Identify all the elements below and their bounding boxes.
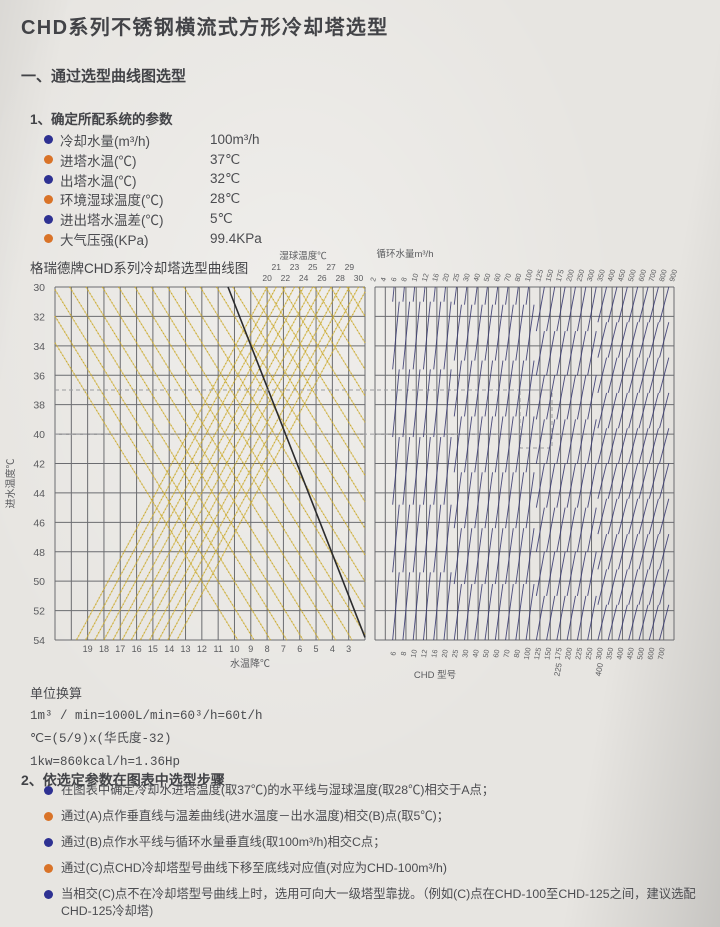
svg-text:30: 30 — [33, 282, 45, 294]
svg-text:36: 36 — [33, 370, 45, 382]
svg-text:10: 10 — [229, 644, 239, 654]
svg-text:250: 250 — [584, 647, 595, 661]
svg-text:300: 300 — [594, 647, 605, 661]
svg-text:44: 44 — [33, 488, 45, 500]
svg-text:30: 30 — [461, 272, 472, 282]
svg-text:10: 10 — [409, 272, 420, 282]
svg-text:400: 400 — [594, 662, 605, 677]
svg-text:26: 26 — [317, 273, 327, 283]
svg-text:700: 700 — [656, 647, 667, 661]
svg-text:11: 11 — [213, 644, 222, 654]
svg-text:15: 15 — [148, 644, 158, 654]
svg-text:40: 40 — [471, 649, 481, 659]
svg-text:24: 24 — [299, 273, 309, 283]
svg-text:20: 20 — [440, 272, 451, 282]
svg-text:50: 50 — [482, 272, 493, 282]
svg-text:29: 29 — [345, 262, 355, 272]
svg-text:50: 50 — [481, 649, 491, 659]
svg-text:8: 8 — [399, 651, 409, 657]
svg-text:16: 16 — [132, 644, 142, 654]
svg-text:52: 52 — [33, 606, 45, 618]
svg-text:14: 14 — [164, 644, 174, 654]
svg-text:4: 4 — [330, 644, 335, 654]
svg-text:25: 25 — [451, 272, 462, 282]
svg-text:3: 3 — [346, 644, 351, 654]
svg-text:21: 21 — [272, 262, 282, 272]
svg-text:54: 54 — [33, 635, 45, 647]
svg-text:5: 5 — [314, 644, 319, 654]
svg-text:100: 100 — [522, 647, 533, 661]
svg-text:225: 225 — [553, 662, 564, 677]
svg-text:175: 175 — [553, 647, 564, 661]
svg-text:28: 28 — [335, 273, 345, 283]
svg-text:6: 6 — [389, 276, 399, 282]
svg-text:12: 12 — [420, 272, 431, 282]
svg-text:20: 20 — [440, 649, 450, 659]
svg-text:17: 17 — [115, 644, 125, 654]
svg-text:42: 42 — [33, 459, 45, 471]
svg-text:25: 25 — [450, 649, 460, 659]
svg-text:循环水量m³/h: 循环水量m³/h — [376, 248, 433, 260]
svg-text:10: 10 — [409, 649, 419, 659]
svg-text:18: 18 — [99, 644, 109, 654]
svg-text:32: 32 — [33, 311, 45, 323]
svg-text:进水温度℃: 进水温度℃ — [4, 459, 17, 509]
svg-text:350: 350 — [604, 647, 615, 661]
svg-text:150: 150 — [542, 647, 553, 661]
svg-text:2: 2 — [368, 276, 378, 282]
svg-text:30: 30 — [460, 649, 470, 659]
svg-text:CHD 型号: CHD 型号 — [414, 670, 456, 681]
svg-text:80: 80 — [513, 272, 524, 282]
svg-text:500: 500 — [635, 647, 646, 661]
svg-text:450: 450 — [625, 647, 636, 661]
svg-text:70: 70 — [502, 272, 513, 282]
svg-text:27: 27 — [326, 262, 336, 272]
svg-text:60: 60 — [491, 649, 501, 659]
svg-text:8: 8 — [265, 644, 270, 654]
svg-text:水温降℃: 水温降℃ — [230, 657, 270, 670]
svg-text:48: 48 — [33, 547, 45, 559]
svg-text:70: 70 — [501, 649, 511, 659]
svg-text:9: 9 — [248, 644, 253, 654]
svg-text:225: 225 — [573, 647, 584, 661]
svg-text:46: 46 — [33, 517, 45, 529]
svg-text:湿球温度℃: 湿球温度℃ — [279, 250, 327, 262]
svg-text:80: 80 — [512, 649, 522, 659]
svg-text:6: 6 — [388, 651, 398, 657]
svg-text:38: 38 — [33, 400, 45, 412]
svg-text:600: 600 — [645, 647, 656, 661]
svg-text:400: 400 — [614, 647, 625, 661]
svg-text:19: 19 — [83, 644, 93, 654]
svg-text:40: 40 — [471, 272, 482, 282]
svg-text:16: 16 — [430, 272, 441, 282]
svg-text:25: 25 — [308, 262, 318, 272]
svg-text:40: 40 — [33, 429, 45, 441]
svg-text:8: 8 — [399, 276, 409, 282]
svg-text:30: 30 — [354, 273, 364, 283]
svg-text:34: 34 — [33, 341, 45, 353]
svg-text:4: 4 — [379, 276, 389, 282]
svg-text:125: 125 — [532, 647, 543, 661]
svg-text:16: 16 — [429, 649, 439, 659]
svg-text:23: 23 — [290, 262, 300, 272]
svg-text:200: 200 — [563, 647, 574, 661]
svg-text:900: 900 — [667, 268, 679, 282]
svg-text:6: 6 — [297, 644, 302, 654]
svg-text:22: 22 — [281, 273, 291, 283]
svg-text:50: 50 — [33, 576, 45, 588]
svg-text:12: 12 — [419, 649, 429, 659]
svg-text:7: 7 — [281, 644, 286, 654]
svg-text:13: 13 — [181, 644, 191, 654]
svg-text:60: 60 — [492, 272, 503, 282]
svg-text:12: 12 — [197, 644, 207, 654]
svg-text:20: 20 — [262, 273, 272, 283]
